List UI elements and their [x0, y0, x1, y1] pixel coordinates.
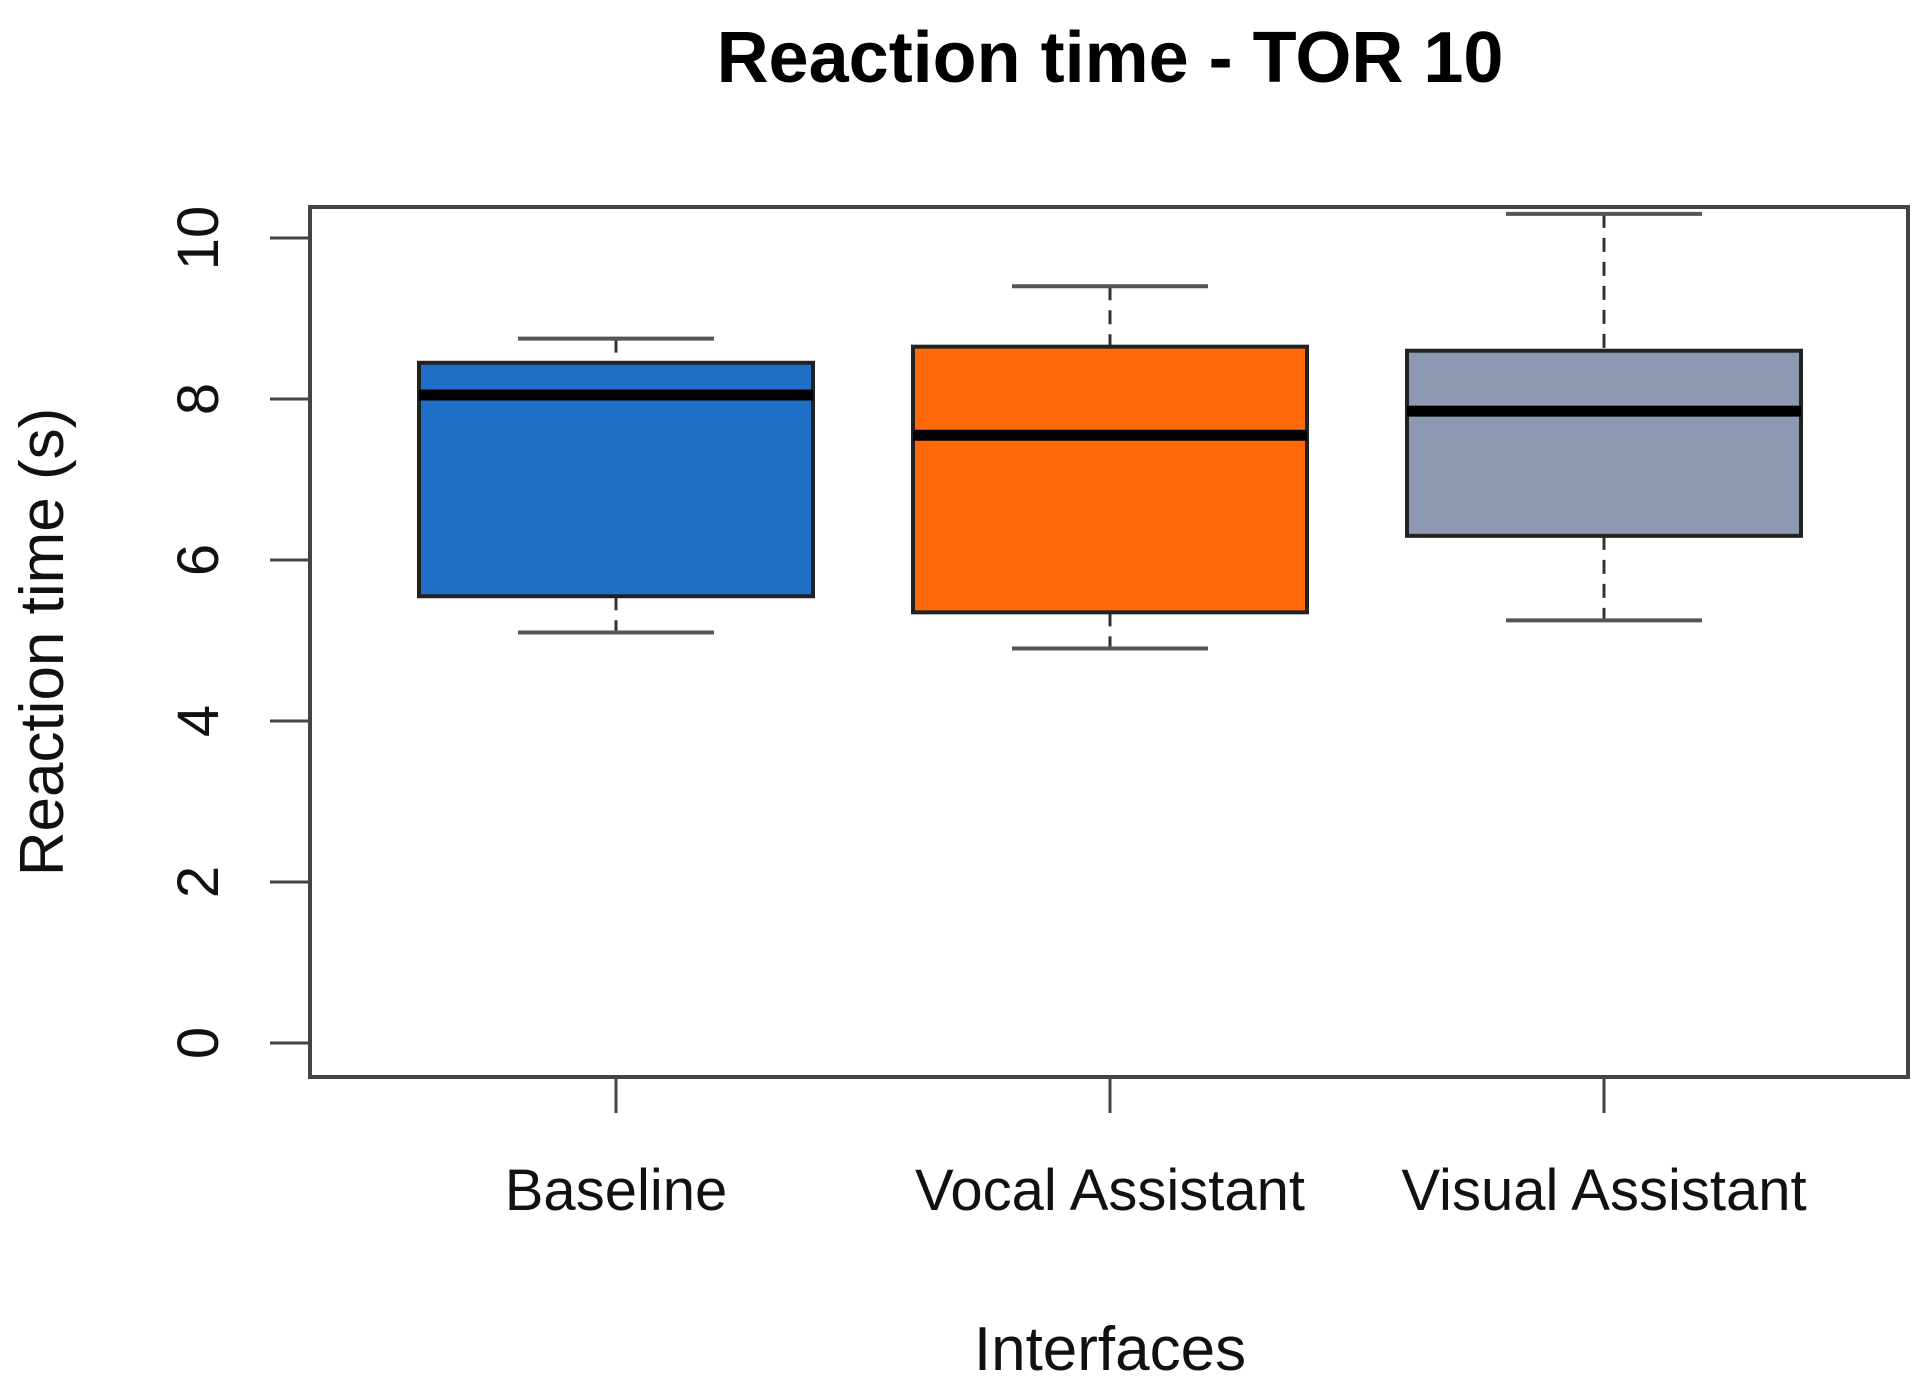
y-tick-label-0: 0 [166, 1027, 231, 1059]
y-tick-label-2: 2 [166, 866, 231, 898]
x-tick-label-0: Baseline [505, 1158, 727, 1223]
y-tick-label-10: 10 [166, 206, 231, 271]
y-axis: 0 2 4 6 8 10 [166, 206, 310, 1059]
y-tick-label-4: 4 [166, 705, 231, 737]
iqr-box-vocal-assistant [911, 344, 1309, 615]
box-visual-assistant [1405, 211, 1803, 623]
iqr-box-visual-assistant [1405, 348, 1803, 538]
x-tick-label-1: Vocal Assistant [915, 1158, 1305, 1223]
box-baseline [417, 336, 815, 635]
boxplot-series [417, 211, 1803, 651]
iqr-box-baseline [417, 360, 815, 599]
y-tick-label-8: 8 [166, 383, 231, 415]
box-vocal-assistant [911, 284, 1309, 651]
y-axis-label: Reaction time (s) [8, 408, 77, 877]
chart-title: Reaction time - TOR 10 [717, 18, 1504, 98]
x-tick-label-2: Visual Assistant [1401, 1158, 1806, 1223]
x-axis-label: Interfaces [974, 1315, 1246, 1384]
y-tick-label-6: 6 [166, 544, 231, 576]
x-axis: Baseline Vocal Assistant Visual Assistant [505, 1077, 1807, 1223]
